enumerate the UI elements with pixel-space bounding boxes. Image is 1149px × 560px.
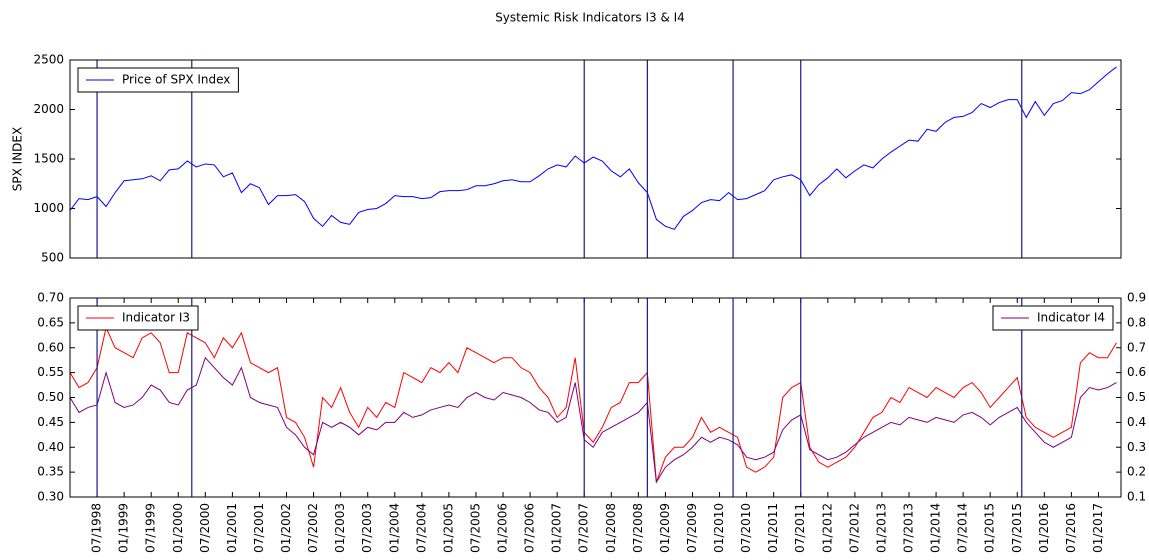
plot-frame (69, 297, 1122, 498)
x-tick-label: 07/2012 (847, 503, 861, 553)
y2-tick-label: 0.9 (1127, 291, 1146, 305)
x-tick-label: 01/2014 (929, 503, 943, 553)
x-tick-label: 07/2014 (956, 503, 970, 553)
x-tick-label: 07/2001 (252, 503, 266, 553)
y-tick-label: 2500 (33, 53, 64, 67)
plot-frame (69, 59, 1122, 259)
x-tick-label: 07/1998 (90, 503, 104, 553)
y-tick-label: 0.50 (37, 390, 64, 404)
plot-area (70, 298, 1121, 497)
legend-label: Indicator I4 (1037, 311, 1105, 325)
legend-label: Indicator I3 (122, 311, 190, 325)
x-tick-label: 01/2002 (279, 503, 293, 553)
y2-tick-label: 0.2 (1127, 465, 1146, 479)
x-tick-label: 01/2012 (820, 503, 834, 553)
x-tick-label: 01/2009 (658, 503, 672, 553)
x-tick-label: 01/2004 (387, 503, 401, 553)
legend: Indicator I4 (992, 305, 1114, 331)
y-tick-label: 0.40 (37, 440, 64, 454)
x-tick-label: 07/2004 (414, 503, 428, 553)
x-tick-label: 01/2006 (496, 503, 510, 553)
x-tick-label: 07/2000 (198, 503, 212, 553)
y-tick-label: 1000 (33, 201, 64, 215)
y2-tick-label: 0.7 (1127, 340, 1146, 354)
series-line (69, 326, 1117, 483)
y-axis-label: SPX INDEX (11, 127, 25, 191)
x-tick-label: 07/1999 (144, 503, 158, 553)
legend: Price of SPX Index (77, 67, 239, 93)
x-tick-label: 01/2017 (1091, 503, 1105, 553)
x-tick-label: 07/2013 (901, 503, 915, 553)
x-tick-label: 07/2010 (739, 503, 753, 553)
y-tick-label: 0.35 (37, 465, 64, 479)
y2-tick-label: 0.6 (1127, 365, 1146, 379)
chart-title: Systemic Risk Indicators I3 & I4 (495, 11, 685, 25)
y2-tick-label: 0.8 (1127, 315, 1146, 329)
x-tick-label: 01/2011 (766, 503, 780, 553)
x-tick-label: 07/2011 (793, 503, 807, 553)
x-tick-label: 01/2008 (604, 503, 618, 553)
x-tick-label: 07/2005 (468, 503, 482, 553)
x-tick-label: 01/2003 (333, 503, 347, 553)
y2-tick-label: 0.3 (1127, 440, 1146, 454)
x-tick-label: 07/2007 (577, 503, 591, 553)
x-tick-label: 01/2001 (225, 503, 239, 553)
y2-tick-label: 0.5 (1127, 390, 1146, 404)
y-tick-label: 1500 (33, 152, 64, 166)
y-tick-label: 0.30 (37, 490, 64, 504)
x-tick-label: 07/2006 (523, 503, 537, 553)
y-tick-label: 0.55 (37, 365, 64, 379)
legend-label: Price of SPX Index (122, 73, 230, 87)
x-tick-label: 07/2003 (360, 503, 374, 553)
y-tick-label: 0.60 (37, 340, 64, 354)
plot-area (70, 60, 1121, 258)
x-tick-label: 01/2010 (712, 503, 726, 553)
y-tick-label: 500 (41, 251, 64, 265)
y2-tick-label: 0.1 (1127, 490, 1146, 504)
x-tick-label: 07/2009 (685, 503, 699, 553)
series-line (69, 66, 1117, 230)
series-line (69, 356, 1117, 484)
y-tick-label: 0.45 (37, 415, 64, 429)
y2-tick-label: 0.4 (1127, 415, 1146, 429)
x-tick-label: 01/2013 (874, 503, 888, 553)
x-tick-label: 01/2016 (1037, 503, 1051, 553)
x-tick-label: 01/2007 (550, 503, 564, 553)
y-tick-label: 0.65 (37, 315, 64, 329)
x-tick-label: 07/2015 (1010, 503, 1024, 553)
y-tick-label: 0.70 (37, 291, 64, 305)
y-tick-label: 2000 (33, 102, 64, 116)
x-tick-label: 01/1999 (117, 503, 131, 553)
x-tick-label: 01/2015 (983, 503, 997, 553)
legend: Indicator I3 (77, 305, 199, 331)
x-tick-label: 01/2000 (171, 503, 185, 553)
x-tick-label: 07/2008 (631, 503, 645, 553)
x-tick-label: 07/2016 (1064, 503, 1078, 553)
x-tick-label: 07/2002 (306, 503, 320, 553)
x-tick-label: 01/2005 (441, 503, 455, 553)
